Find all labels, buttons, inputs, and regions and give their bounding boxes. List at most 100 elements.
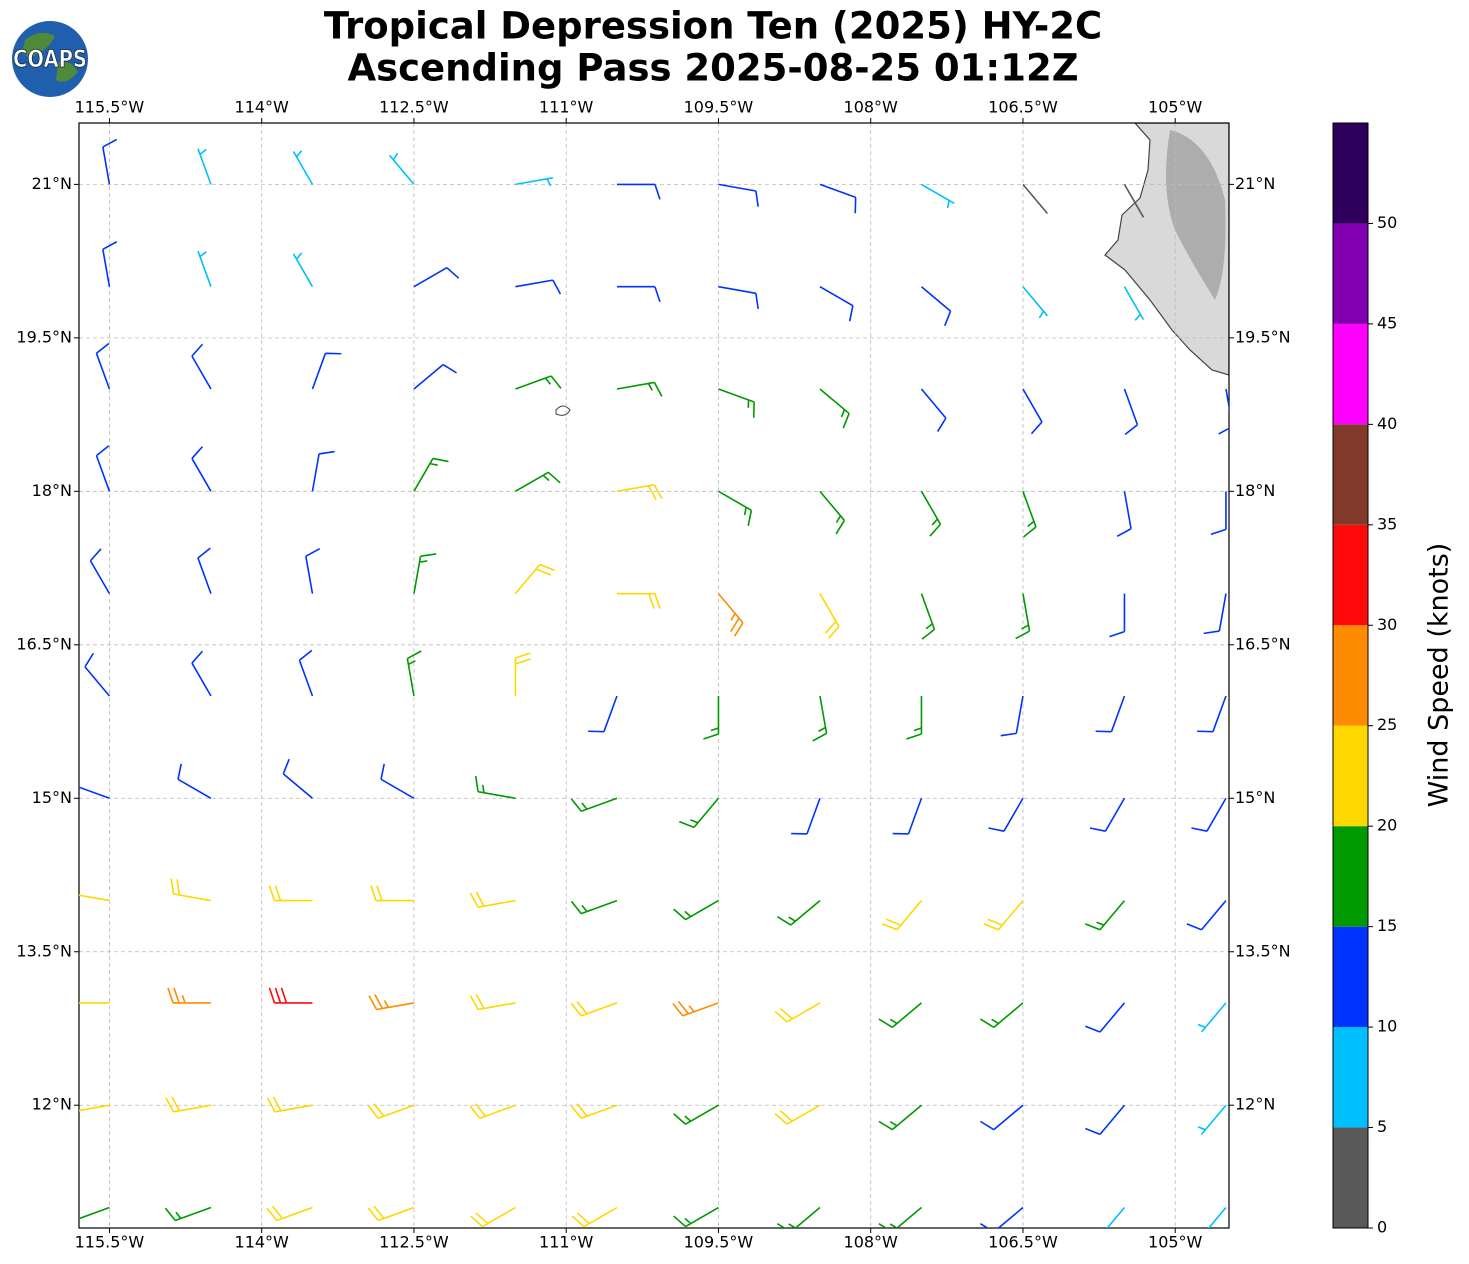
wind-barb bbox=[1186, 900, 1227, 931]
colorbar-tick-label: 15 bbox=[1377, 916, 1397, 935]
wind-barb bbox=[1022, 388, 1043, 435]
wind-barb bbox=[979, 1206, 1024, 1228]
wind-barb bbox=[89, 548, 111, 595]
wind-barb bbox=[570, 1103, 618, 1119]
wind-barb bbox=[191, 650, 212, 697]
wind-barb bbox=[95, 445, 111, 492]
logo-text: COAPS bbox=[13, 45, 87, 73]
wind-barb bbox=[367, 1205, 415, 1222]
wind-barb bbox=[515, 177, 554, 187]
colorbar-segment bbox=[1333, 323, 1368, 425]
y-tick-label: 13.5°N bbox=[1235, 941, 1291, 960]
wind-barb bbox=[1197, 695, 1227, 733]
title: Tropical Depression Ten (2025) HY-2C bbox=[324, 5, 1102, 48]
wind-barb bbox=[79, 1002, 110, 1004]
wind-barb bbox=[1207, 1207, 1227, 1228]
wind-barb bbox=[878, 1104, 922, 1131]
y-tick-label: 19.5°N bbox=[16, 327, 72, 346]
wind-barb bbox=[1106, 1207, 1126, 1228]
wind-barb bbox=[673, 1104, 719, 1125]
colorbar-segment bbox=[1333, 524, 1368, 626]
colorbar-tick-label: 10 bbox=[1377, 1017, 1397, 1036]
wind-barb bbox=[1123, 183, 1145, 218]
wind-barb bbox=[616, 285, 661, 302]
x-tick-label: 108°W bbox=[844, 98, 899, 117]
y-tick-label: 16.5°N bbox=[16, 634, 72, 653]
wind-barb bbox=[1089, 797, 1126, 832]
wind-barb bbox=[165, 1096, 212, 1113]
colorbar-tick-label: 50 bbox=[1377, 213, 1397, 232]
colorbar-segment bbox=[1333, 725, 1368, 827]
wind-barb bbox=[298, 649, 314, 697]
y-tick-label: 12°N bbox=[1235, 1095, 1275, 1114]
colorbar-segment bbox=[1333, 123, 1368, 224]
wind-barb bbox=[311, 352, 342, 390]
wind-barb bbox=[370, 885, 414, 902]
wind-barb bbox=[413, 457, 449, 492]
wind-barb bbox=[1203, 593, 1227, 635]
y-tick-label: 16.5°N bbox=[1235, 634, 1291, 653]
x-tick-label: 114°W bbox=[235, 98, 290, 117]
wind-barb bbox=[570, 1000, 618, 1017]
wind-barb bbox=[1085, 900, 1126, 931]
wind-barb bbox=[177, 763, 212, 799]
terrain bbox=[1166, 130, 1226, 300]
wind-barb bbox=[515, 375, 562, 390]
wind-barb bbox=[1085, 1104, 1126, 1136]
wind-barb bbox=[819, 286, 854, 322]
wind-barb bbox=[1085, 1002, 1126, 1033]
wind-barb bbox=[367, 1103, 415, 1119]
wind-barb bbox=[819, 183, 857, 214]
colorbar-label: Wind Speed (knots) bbox=[1424, 543, 1455, 808]
grid-layer bbox=[79, 123, 1229, 1228]
colorbar-segment bbox=[1333, 926, 1368, 1028]
wind-barb bbox=[616, 381, 663, 397]
x-tick-label: 108°W bbox=[844, 1233, 899, 1252]
x-tick-label: 115.5°W bbox=[75, 98, 145, 117]
y-tick-label: 21°N bbox=[1235, 174, 1275, 193]
wind-barb bbox=[266, 1205, 313, 1222]
wind-barb bbox=[413, 267, 460, 288]
wind-barb bbox=[388, 152, 415, 185]
wind-barb bbox=[588, 695, 618, 733]
colorbar-segment bbox=[1333, 826, 1368, 927]
wind-barb bbox=[292, 150, 314, 185]
wind-barb bbox=[282, 758, 313, 799]
colorbar-tick-label: 5 bbox=[1377, 1117, 1387, 1136]
wind-barb bbox=[703, 695, 720, 740]
x-tick-label: 106.5°W bbox=[988, 1233, 1058, 1252]
wind-barb bbox=[718, 388, 755, 418]
wind-barb bbox=[906, 695, 923, 740]
colorbar-tick-label: 35 bbox=[1377, 514, 1397, 533]
wind-barb bbox=[79, 786, 110, 800]
wind-barb bbox=[1197, 1002, 1227, 1033]
colorbar-tick-label: 40 bbox=[1377, 414, 1397, 433]
logo-land bbox=[22, 32, 78, 82]
wind-barb bbox=[570, 797, 618, 813]
wind-barb bbox=[469, 1103, 516, 1119]
wind-barb bbox=[514, 563, 555, 595]
wind-barb bbox=[776, 899, 821, 926]
wind-barb bbox=[514, 652, 531, 696]
y-tick-label: 21°N bbox=[32, 174, 72, 193]
wind-barb bbox=[1022, 183, 1048, 215]
y-tick-label: 15°N bbox=[1235, 788, 1275, 807]
wind-barb bbox=[515, 471, 561, 493]
wind-barb bbox=[983, 900, 1024, 931]
wind-barb bbox=[774, 1104, 821, 1125]
y-tick-label: 18°N bbox=[32, 481, 72, 500]
wind-barb bbox=[1109, 593, 1126, 638]
colorbar-segment bbox=[1333, 424, 1368, 525]
wind-barb bbox=[1000, 695, 1024, 737]
x-tick-label: 106.5°W bbox=[988, 98, 1058, 117]
x-tick-label: 105°W bbox=[1148, 98, 1203, 117]
wind-barb bbox=[197, 547, 212, 594]
y-tick-label: 15°N bbox=[32, 788, 72, 807]
wind-barb bbox=[266, 1096, 313, 1113]
wind-barb bbox=[1116, 491, 1132, 537]
barb-layer bbox=[79, 138, 1229, 1228]
wind-barb bbox=[921, 183, 955, 209]
wind-barb bbox=[571, 1206, 618, 1228]
x-tick-label: 105°W bbox=[1148, 1233, 1203, 1252]
